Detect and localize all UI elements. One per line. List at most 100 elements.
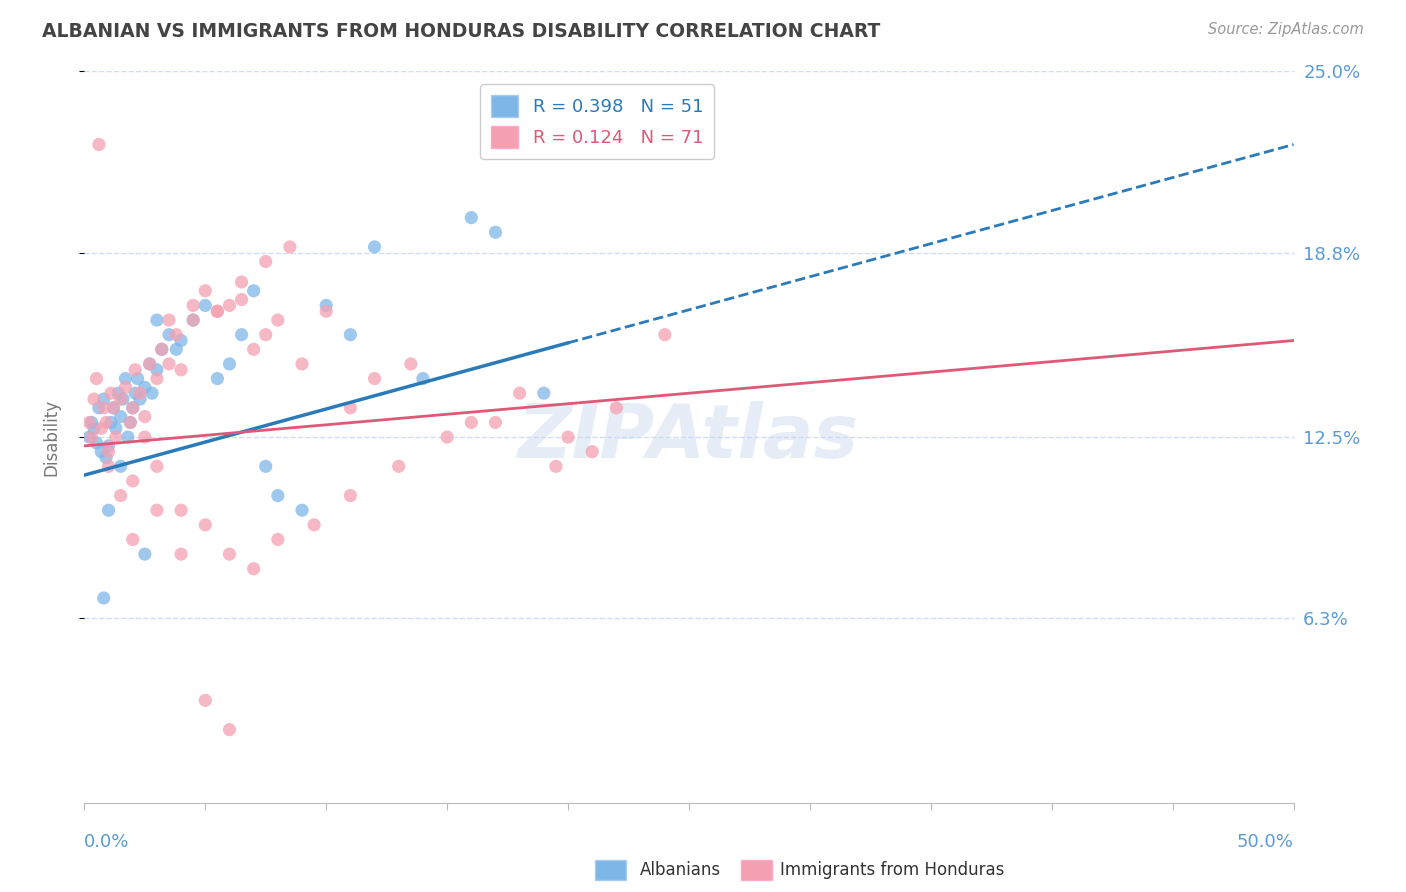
Point bbox=[97, 444, 120, 458]
Point bbox=[94, 450, 117, 465]
Point bbox=[110, 459, 132, 474]
Point bbox=[138, 357, 160, 371]
Point bbox=[278, 240, 301, 254]
Point bbox=[399, 357, 422, 371]
Point bbox=[218, 547, 240, 561]
Point bbox=[146, 459, 169, 474]
Point bbox=[124, 386, 146, 401]
Point bbox=[120, 416, 142, 430]
Point bbox=[110, 409, 132, 424]
Point bbox=[157, 357, 180, 371]
Point bbox=[94, 416, 117, 430]
Point bbox=[388, 459, 411, 474]
Point bbox=[544, 459, 567, 474]
Point bbox=[254, 459, 277, 474]
Point bbox=[218, 298, 240, 312]
Text: Immigrants from Honduras: Immigrants from Honduras bbox=[780, 861, 1005, 879]
Point bbox=[134, 547, 156, 561]
Point bbox=[207, 304, 229, 318]
Point bbox=[339, 489, 361, 503]
Legend: R = 0.398   N = 51, R = 0.124   N = 71: R = 0.398 N = 51, R = 0.124 N = 71 bbox=[481, 84, 714, 159]
Point bbox=[93, 591, 115, 605]
Point bbox=[103, 401, 125, 415]
Point bbox=[77, 416, 100, 430]
Point bbox=[146, 371, 169, 385]
Y-axis label: Disability: Disability bbox=[42, 399, 60, 475]
Point bbox=[110, 392, 132, 406]
Point bbox=[114, 371, 136, 385]
Point bbox=[97, 459, 120, 474]
Point bbox=[93, 401, 115, 415]
Point bbox=[254, 254, 277, 268]
Point bbox=[194, 298, 217, 312]
Point bbox=[165, 327, 187, 342]
Point bbox=[121, 474, 143, 488]
Point bbox=[121, 533, 143, 547]
Point bbox=[207, 371, 229, 385]
Point bbox=[112, 392, 135, 406]
Point bbox=[150, 343, 173, 357]
Point bbox=[97, 503, 120, 517]
Point bbox=[146, 503, 169, 517]
Point bbox=[170, 503, 193, 517]
Point bbox=[146, 313, 169, 327]
Point bbox=[460, 416, 482, 430]
Point bbox=[581, 444, 603, 458]
Point bbox=[80, 430, 103, 444]
Point bbox=[146, 363, 169, 377]
Point bbox=[363, 371, 385, 385]
Text: ZIPAtlas: ZIPAtlas bbox=[519, 401, 859, 474]
Point bbox=[254, 327, 277, 342]
Point bbox=[150, 343, 173, 357]
Point bbox=[181, 313, 204, 327]
Point bbox=[218, 723, 240, 737]
FancyBboxPatch shape bbox=[741, 860, 772, 880]
Point bbox=[267, 533, 290, 547]
Point bbox=[138, 357, 160, 371]
Point bbox=[533, 386, 555, 401]
Point bbox=[242, 343, 264, 357]
Point bbox=[242, 284, 264, 298]
Point bbox=[141, 386, 163, 401]
Point bbox=[117, 430, 139, 444]
Point bbox=[170, 334, 193, 348]
Point bbox=[231, 327, 253, 342]
Text: Albanians: Albanians bbox=[640, 861, 721, 879]
Point bbox=[194, 517, 217, 532]
Point bbox=[170, 547, 193, 561]
Point bbox=[80, 416, 103, 430]
Point bbox=[302, 517, 325, 532]
Point bbox=[218, 357, 240, 371]
Point bbox=[87, 137, 110, 152]
Point bbox=[134, 409, 156, 424]
Point bbox=[315, 298, 337, 312]
Point bbox=[104, 430, 127, 444]
Point bbox=[291, 503, 314, 517]
Point bbox=[181, 298, 204, 312]
Point bbox=[267, 313, 290, 327]
Point bbox=[339, 401, 361, 415]
Point bbox=[87, 401, 110, 415]
Point bbox=[194, 284, 217, 298]
Point bbox=[460, 211, 482, 225]
Point bbox=[134, 430, 156, 444]
Point bbox=[103, 401, 125, 415]
Point bbox=[100, 416, 122, 430]
Text: 50.0%: 50.0% bbox=[1237, 833, 1294, 851]
Point bbox=[363, 240, 385, 254]
Point bbox=[291, 357, 314, 371]
Point bbox=[86, 371, 108, 385]
Text: 0.0%: 0.0% bbox=[84, 833, 129, 851]
Point bbox=[77, 430, 100, 444]
Point bbox=[114, 380, 136, 394]
Point bbox=[412, 371, 434, 385]
Point bbox=[93, 392, 115, 406]
Point bbox=[339, 327, 361, 342]
Point bbox=[207, 304, 229, 318]
Point bbox=[194, 693, 217, 707]
Point bbox=[110, 489, 132, 503]
Point bbox=[231, 275, 253, 289]
Point bbox=[170, 363, 193, 377]
Point bbox=[124, 363, 146, 377]
Point bbox=[436, 430, 458, 444]
